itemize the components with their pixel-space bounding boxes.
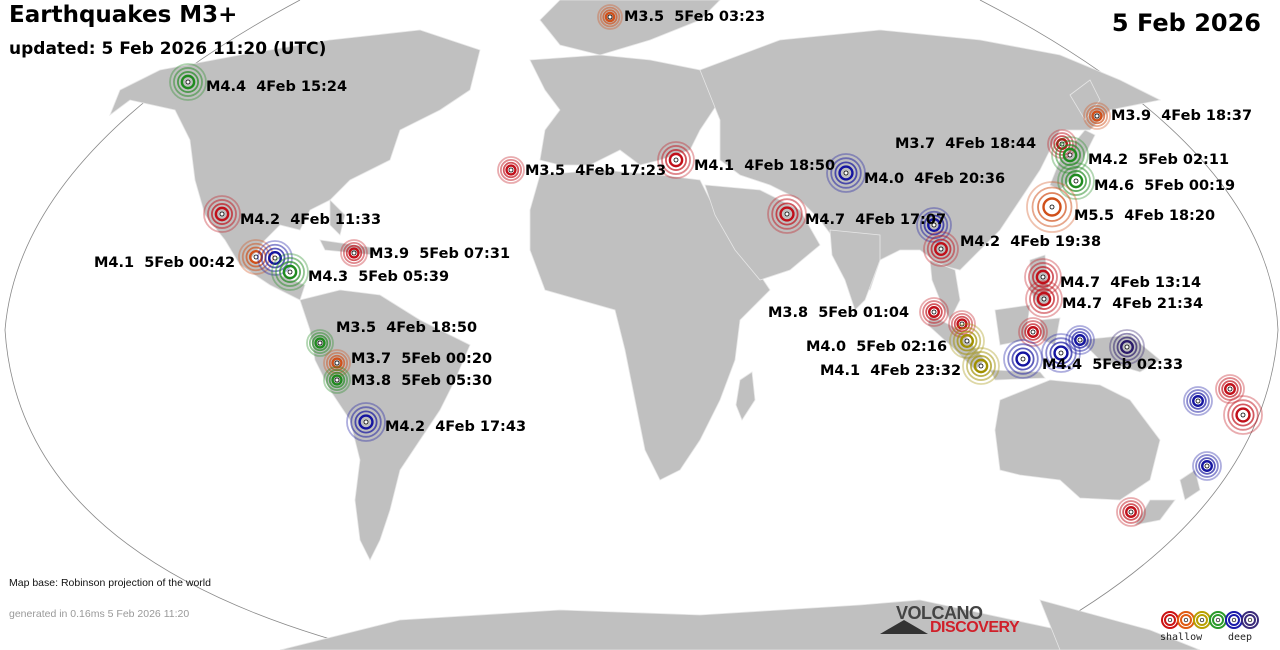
quake-marker-icon[interactable]	[169, 63, 207, 101]
quake-label: M4.7 4Feb 17:07	[805, 212, 947, 228]
quake-marker-icon[interactable]	[203, 195, 241, 233]
quake-marker-icon[interactable]	[1065, 325, 1095, 355]
quake-marker-icon[interactable]	[1215, 374, 1245, 404]
quake-marker-icon[interactable]	[1116, 497, 1146, 527]
generated-info: generated in 0.16ms 5 Feb 2026 11:20	[9, 608, 190, 620]
legend-deep-label: deep	[1228, 632, 1253, 643]
quake-label: M4.2 4Feb 19:38	[960, 234, 1102, 250]
quake-label: M3.9 4Feb 18:37	[1111, 108, 1253, 124]
logo-text-discovery: DISCOVERY	[930, 619, 1020, 636]
depth-color-scale-icon	[1161, 611, 1259, 629]
quake-label: M3.5 4Feb 17:23	[525, 163, 667, 179]
quake-marker-icon[interactable]	[962, 347, 1000, 385]
quake-label: M4.6 5Feb 00:19	[1094, 178, 1236, 194]
quake-markers[interactable]	[169, 4, 1263, 527]
quake-marker-icon[interactable]	[497, 156, 525, 184]
quake-marker-icon[interactable]	[826, 153, 866, 193]
quake-marker-icon[interactable]	[1057, 162, 1095, 200]
quake-label: M3.7 5Feb 00:20	[351, 351, 493, 367]
quake-label: M5.5 4Feb 18:20	[1074, 208, 1216, 224]
quake-label: M4.2 4Feb 17:43	[385, 419, 527, 435]
quake-label: M4.2 4Feb 11:33	[240, 212, 382, 228]
quake-label: M4.3 5Feb 05:39	[308, 269, 450, 285]
logo-text-volcano: VOLCANO	[896, 603, 983, 623]
volcano-discovery-logo[interactable]: VOLCANO DISCOVERY	[880, 604, 1040, 640]
quake-label: M3.5 5Feb 03:23	[624, 9, 766, 25]
map-base-credit: Map base: Robinson projection of the wor…	[9, 577, 211, 589]
quake-marker-icon[interactable]	[346, 402, 386, 442]
quake-marker-icon[interactable]	[1026, 181, 1078, 233]
quake-label: M4.7 4Feb 21:34	[1062, 296, 1204, 312]
quake-marker-icon[interactable]	[1109, 329, 1145, 365]
quake-marker-icon[interactable]	[1018, 317, 1048, 347]
legend-shallow-label: shallow	[1160, 632, 1203, 643]
quake-marker-icon[interactable]	[767, 194, 807, 234]
quake-label: M4.0 5Feb 02:16	[806, 339, 948, 355]
quake-label: M4.1 5Feb 00:42	[94, 255, 236, 271]
quake-label: M4.4 5Feb 02:33	[1042, 357, 1184, 373]
quake-label: M3.5 4Feb 18:50	[336, 320, 478, 336]
quake-marker-icon[interactable]	[271, 253, 309, 291]
quake-marker-icon[interactable]	[919, 297, 949, 327]
quake-marker-icon[interactable]	[323, 366, 351, 394]
quake-label: M3.8 5Feb 05:30	[351, 373, 493, 389]
quake-label: M4.0 4Feb 20:36	[864, 171, 1006, 187]
quake-marker-icon[interactable]	[306, 329, 334, 357]
map-title: Earthquakes M3+	[9, 2, 238, 28]
quake-label: M3.9 5Feb 07:31	[369, 246, 511, 262]
quake-label: M3.7 4Feb 18:44	[895, 136, 1037, 152]
quake-marker-icon[interactable]	[1223, 395, 1263, 435]
volcano-icon	[880, 620, 928, 634]
quake-marker-icon[interactable]	[949, 323, 985, 359]
quake-marker-icon[interactable]	[1047, 129, 1077, 159]
quake-marker-icon[interactable]	[597, 4, 623, 30]
quake-label: M4.4 4Feb 15:24	[206, 79, 348, 95]
quake-marker-icon[interactable]	[1003, 339, 1043, 379]
map-date: 5 Feb 2026	[1111, 9, 1261, 37]
quake-marker-icon[interactable]	[1183, 386, 1213, 416]
depth-legend: shallow deep	[1160, 610, 1270, 646]
updated-timestamp: updated: 5 Feb 2026 11:20 (UTC)	[9, 39, 327, 59]
quake-marker-icon[interactable]	[1192, 451, 1222, 481]
quake-marker-icon[interactable]	[923, 231, 959, 267]
quake-label: M4.2 5Feb 02:11	[1088, 152, 1230, 168]
quake-marker-icon[interactable]	[1025, 280, 1063, 318]
quake-marker-icon[interactable]	[1041, 333, 1081, 373]
quake-marker-icon[interactable]	[340, 239, 368, 267]
quake-label: M4.1 4Feb 18:50	[694, 158, 836, 174]
quake-label: M4.1 4Feb 23:32	[820, 363, 962, 379]
quake-label: M4.7 4Feb 13:14	[1060, 275, 1202, 291]
quake-label: M3.8 5Feb 01:04	[768, 305, 910, 321]
quake-marker-icon[interactable]	[657, 141, 695, 179]
quake-marker-icon[interactable]	[1083, 102, 1111, 130]
quake-marker-icon[interactable]	[1024, 258, 1062, 296]
